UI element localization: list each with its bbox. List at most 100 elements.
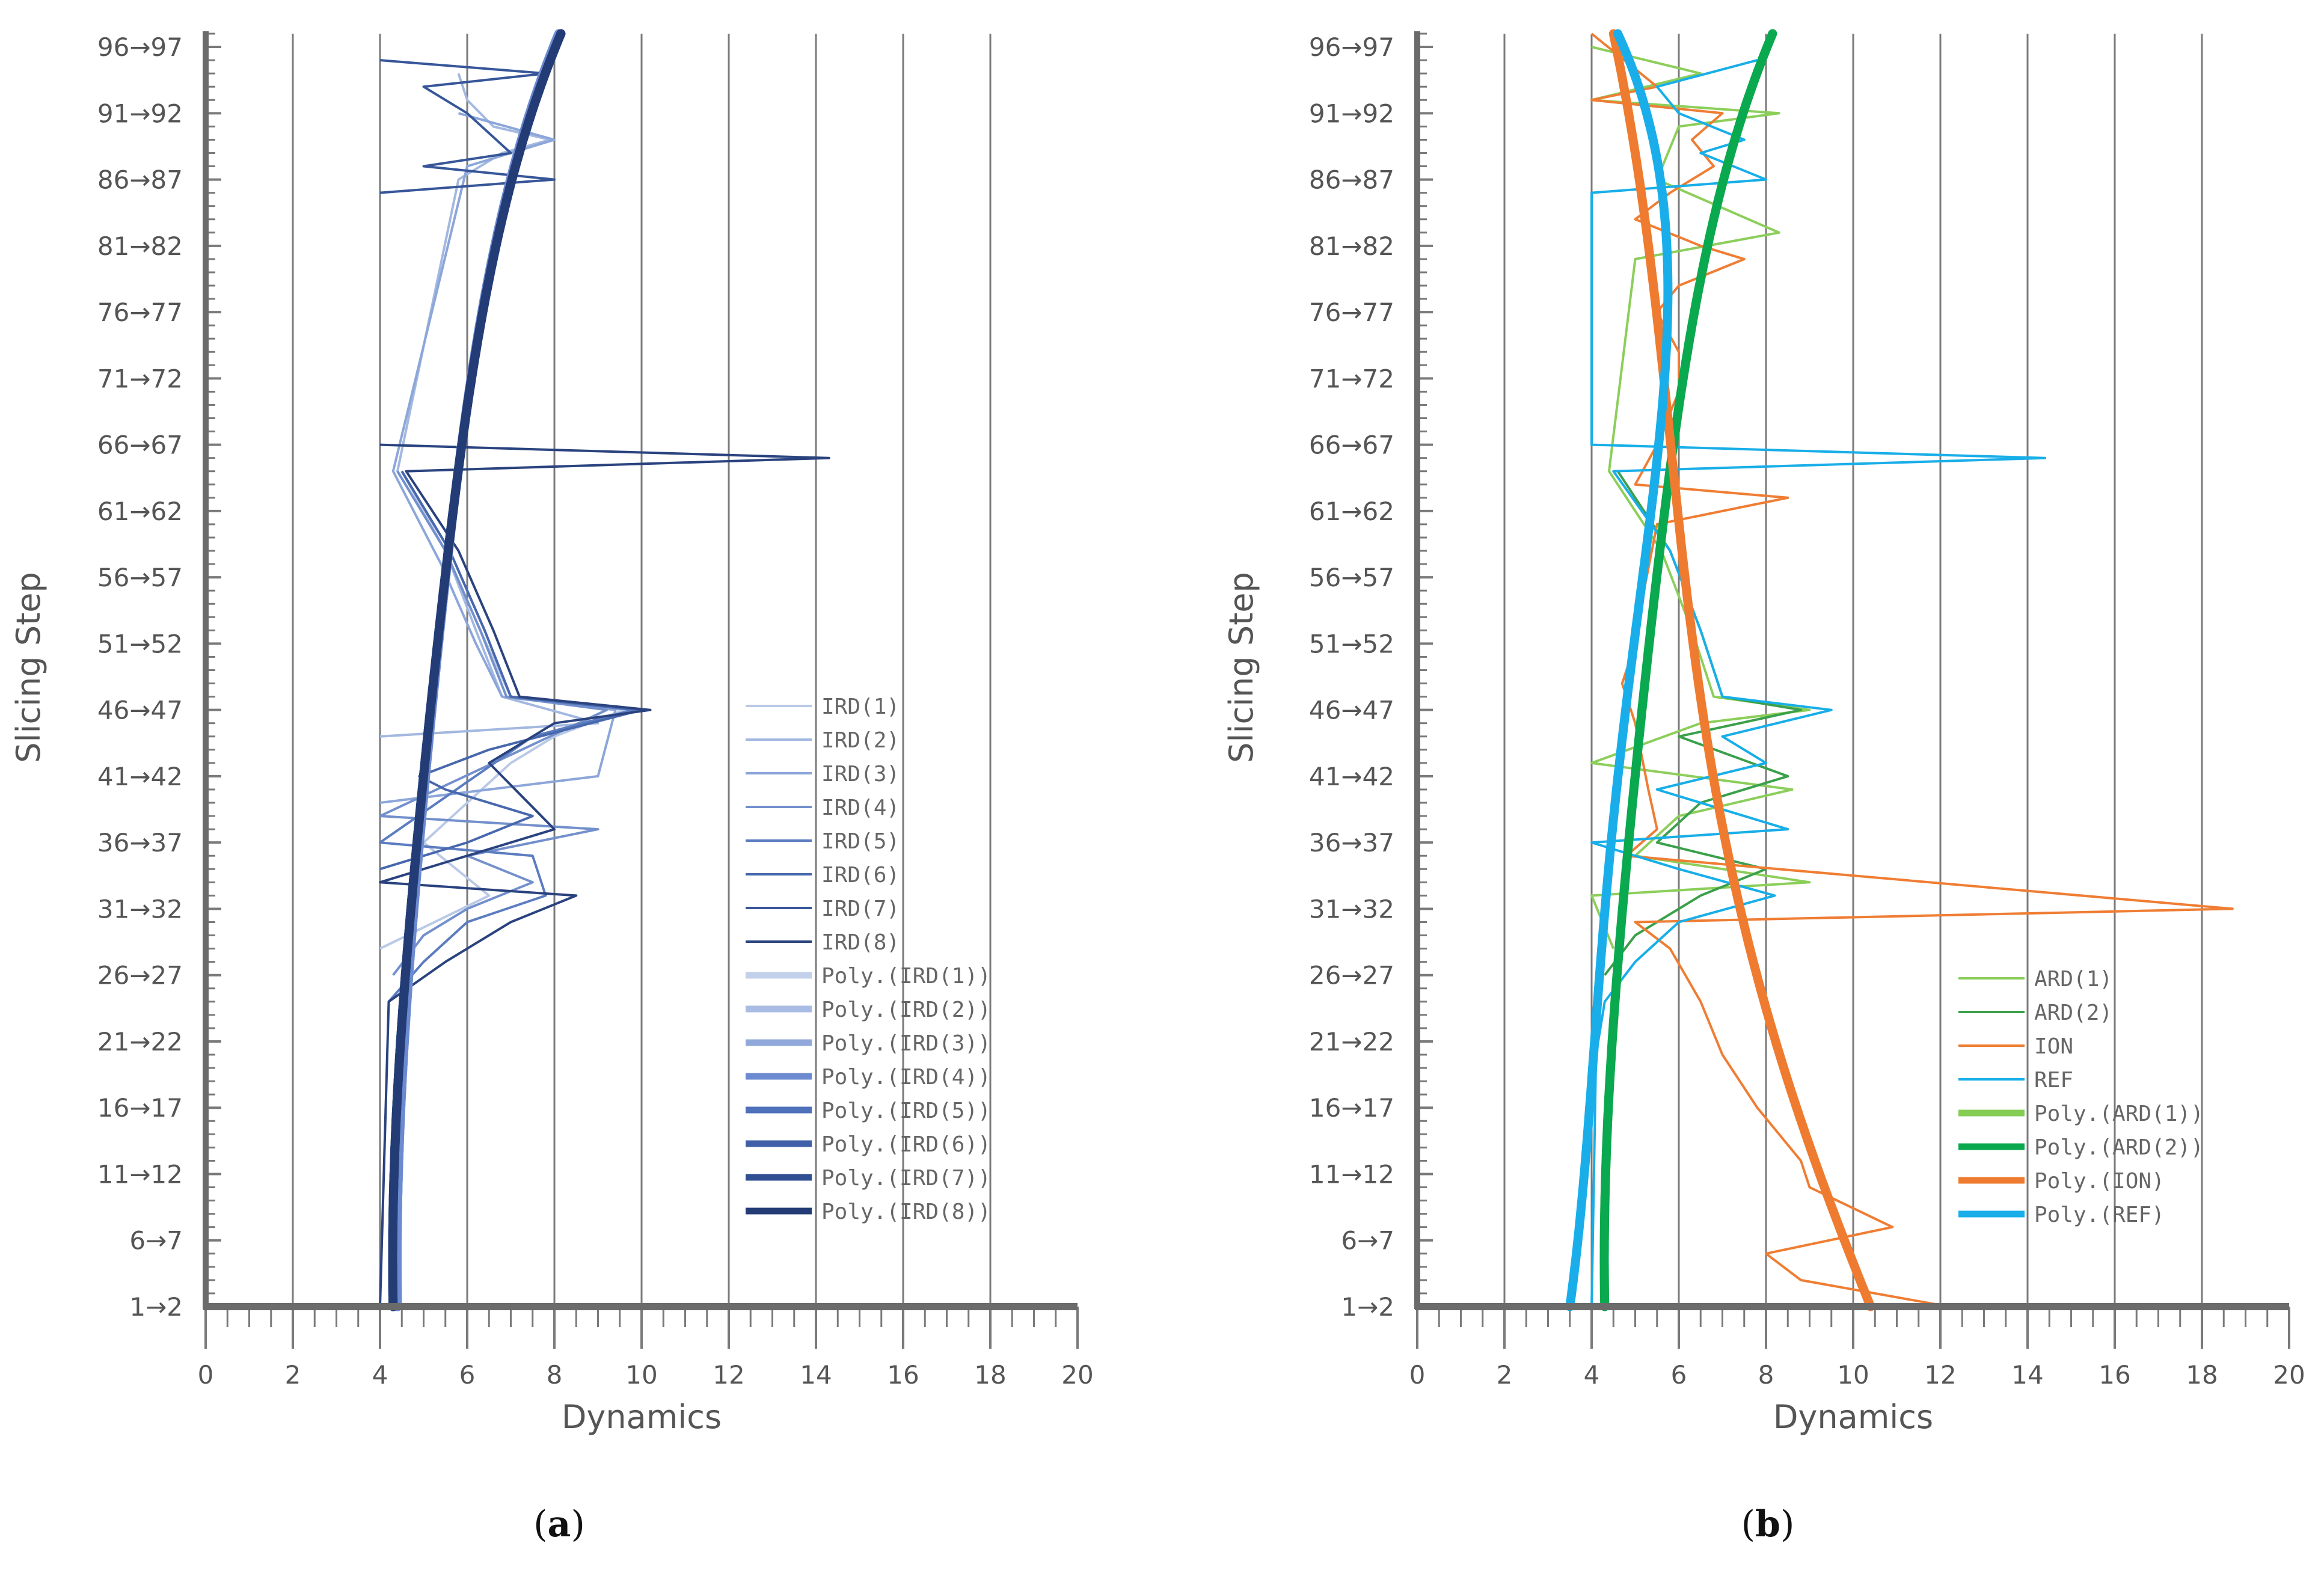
y-tick-label: 71→72: [1309, 364, 1394, 393]
x-tick-label: 2: [285, 1360, 301, 1390]
y-tick-label: 16→17: [97, 1093, 183, 1123]
x-tick-label: 6: [1671, 1360, 1687, 1390]
x-tick-label: 12: [1924, 1360, 1956, 1390]
y-tick-label: 66→67: [97, 431, 183, 460]
y-tick-label: 11→12: [1309, 1159, 1394, 1189]
legend-label: IRD(4): [821, 796, 900, 820]
legend-label: Poly.(IRD(8)): [821, 1200, 991, 1224]
y-tick-label: 11→12: [97, 1159, 183, 1189]
y-tick-label: 1→2: [129, 1292, 183, 1322]
y-tick-label: 91→92: [1309, 99, 1394, 128]
legend-label: IRD(8): [821, 930, 900, 955]
raw-series-a: [379, 59, 830, 1307]
y-tick-label: 41→42: [1309, 762, 1394, 791]
axes-a: [203, 31, 1078, 1310]
y-tick-label: 66→67: [1309, 431, 1394, 460]
x-tick-label: 10: [1837, 1360, 1869, 1390]
x-ticks-b: [1416, 1307, 2290, 1349]
y-tick-label: 76→77: [97, 298, 183, 327]
axes-b: [1414, 31, 2289, 1310]
y-tick-label: 76→77: [1309, 298, 1394, 327]
legend-label: REF: [2034, 1068, 2073, 1093]
caption-b: (b): [1741, 1503, 1795, 1545]
x-axis-title-b: Dynamics: [1773, 1398, 1933, 1436]
legend-label: Poly.(IRD(3)): [821, 1031, 991, 1056]
series-line: [379, 59, 556, 194]
x-tick-label: 4: [1584, 1360, 1600, 1390]
series-line: [1590, 59, 2046, 1307]
poly-trend-line: [392, 29, 563, 1311]
legend-label: IRD(1): [821, 695, 900, 719]
y-tick-label: 91→92: [97, 99, 183, 128]
y-tick-label: 61→62: [1309, 497, 1394, 526]
poly-trend-line: [388, 29, 566, 1311]
x-tick-label: 12: [713, 1360, 744, 1390]
caption-letter-a: a: [548, 1503, 571, 1545]
y-tick-label: 26→27: [1309, 961, 1394, 990]
y-tick-label: 6→7: [1341, 1226, 1394, 1256]
poly-trend-line: [392, 29, 563, 1311]
y-tick-label: 51→52: [1309, 629, 1394, 658]
y-tick-label: 36→37: [97, 828, 183, 857]
poly-series-b: [1565, 29, 1875, 1311]
y-tick-label: 26→27: [97, 961, 183, 990]
x-tick-label: 8: [547, 1360, 563, 1390]
x-tick-label: 14: [2011, 1360, 2043, 1390]
y-tick-label: 1→2: [1341, 1292, 1394, 1322]
gridlines-a: [292, 34, 992, 1307]
poly-trend-line: [1565, 29, 1673, 1311]
legend-label: IRD(2): [821, 728, 900, 753]
poly-trend-line: [388, 29, 566, 1311]
x-tick-label: 0: [1409, 1360, 1426, 1390]
y-tick-label: 56→57: [97, 563, 183, 592]
y-tick-label: 46→47: [1309, 696, 1394, 725]
x-tick-label: 0: [198, 1360, 214, 1390]
legend-label: Poly.(ION): [2034, 1169, 2165, 1194]
x-tick-label: 4: [372, 1360, 388, 1390]
y-tick-label: 56→57: [1309, 563, 1394, 592]
chart-panel-a: 1→2 6→7 11→12 16→17 21→22 26→27 31→32 36→37 41→4…: [10, 29, 1094, 1545]
x-tick-label: 10: [625, 1360, 657, 1390]
x-tick-labels-a: 0 2 4 6 8 10 12 14 16 18 20: [198, 1360, 1094, 1390]
legend-label: Poly.(ARD(2)): [2034, 1135, 2204, 1160]
x-tick-labels-b: 0 2 4 6 8 10 12 14 16 18 20: [1409, 1360, 2305, 1390]
series-line: [379, 470, 608, 976]
y-tick-label: 86→87: [1309, 165, 1394, 195]
legend-label: Poly.(IRD(1)): [821, 964, 991, 989]
y-tick-label: 46→47: [97, 696, 183, 725]
caption-letter-b: b: [1755, 1503, 1780, 1545]
x-tick-label: 8: [1758, 1360, 1774, 1390]
y-tick-label: 81→82: [97, 232, 183, 261]
legend-label: Poly.(ARD(1)): [2034, 1102, 2204, 1126]
y-tick-label: 71→72: [97, 364, 183, 393]
poly-trend-line: [1608, 29, 1875, 1311]
legend-label: IRD(3): [821, 762, 900, 787]
x-tick-label: 16: [887, 1360, 919, 1390]
series-line: [379, 470, 634, 1003]
legend-label: ARD(1): [2034, 967, 2112, 992]
poly-series-a: [388, 29, 566, 1311]
chart-panel-b: 1→2 6→7 11→12 16→17 21→22 26→27 31→32 36→37 41→4…: [1222, 29, 2305, 1545]
legend-label: IRD(7): [821, 897, 900, 921]
poly-trend-line: [392, 29, 563, 1311]
legend-label: Poly.(IRD(5)): [821, 1099, 991, 1123]
y-tick-label: 86→87: [97, 165, 183, 195]
x-tick-label: 2: [1497, 1360, 1513, 1390]
y-tick-label: 51→52: [97, 629, 183, 658]
y-tick-label: 81→82: [1309, 232, 1394, 261]
caption-a: (a): [533, 1503, 585, 1545]
legend-b: ARD(1) ARD(2) ION REF Poly.(ARD(1)) Poly.(ARD…: [1958, 967, 2204, 1227]
y-tick-label: 61→62: [97, 497, 183, 526]
legend-label: ARD(2): [2034, 1001, 2112, 1025]
series-line: [379, 443, 830, 1307]
legend-label: Poly.(REF): [2034, 1203, 2165, 1227]
y-axis-title-a: Slicing Step: [10, 572, 48, 763]
y-tick-label: 16→17: [1309, 1093, 1394, 1123]
x-tick-label: 16: [2099, 1360, 2130, 1390]
y-axis-title-b: Slicing Step: [1222, 572, 1260, 763]
poly-trend-line: [1599, 29, 1777, 1311]
x-tick-label: 18: [974, 1360, 1006, 1390]
y-tick-label: 31→32: [97, 894, 183, 924]
legend-label: IRD(5): [821, 829, 900, 854]
legend-label: Poly.(IRD(6)): [821, 1132, 991, 1157]
